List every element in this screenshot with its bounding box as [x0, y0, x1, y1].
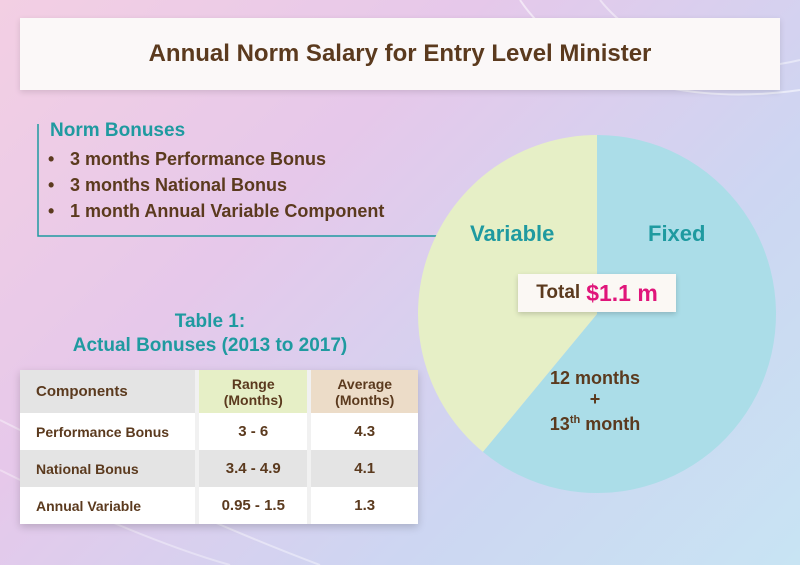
pie-label-variable: Variable	[470, 221, 555, 246]
table-title-line1: Table 1:	[174, 311, 246, 332]
actual-bonuses-table: Components Range (Months) Average (Months)…	[20, 370, 418, 524]
bullet-icon: •	[48, 201, 55, 221]
table-cell: 4.3	[307, 413, 418, 450]
column-header-range: Range (Months)	[195, 370, 310, 413]
table-row: Performance Bonus 3 - 6 4.3	[20, 413, 418, 450]
table-row: Annual Variable 0.95 - 1.5 1.3	[20, 487, 418, 524]
list-item: • 1 month Annual Variable Component	[48, 198, 384, 224]
total-value: $1.1 m	[586, 279, 658, 306]
pie-slice-fixed	[482, 135, 776, 494]
table-cell: 0.95 - 1.5	[195, 487, 310, 524]
table-title-line2: Actual Bonuses (2013 to 2017)	[72, 335, 348, 356]
total-label: Total	[536, 282, 581, 303]
column-header-average: Average (Months)	[307, 370, 418, 413]
table-cell: Performance Bonus	[20, 413, 198, 450]
fixed-desc-line1: 12 months	[549, 368, 641, 388]
table-cell: 3.4 - 4.9	[195, 450, 310, 487]
fixed-desc-plus: +	[589, 389, 601, 409]
table-header-row: Components Range (Months) Average (Months)	[20, 370, 418, 413]
table-cell: 3 - 6	[195, 413, 310, 450]
table-cell: 4.1	[307, 450, 418, 487]
pie-slice-variable	[417, 135, 597, 452]
total-badge: Total $1.1 m	[518, 274, 676, 312]
norm-bonuses-heading: Norm Bonuses	[50, 120, 186, 141]
list-item: • 3 months National Bonus	[48, 172, 384, 198]
column-header-components: Components	[20, 370, 198, 413]
norm-bonuses-list: • 3 months Performance Bonus • 3 months Na…	[48, 146, 384, 224]
table-row: National Bonus 3.4 - 4.9 4.1	[20, 450, 418, 487]
table-title: Table 1: Actual Bonuses (2013 to 2017)	[40, 310, 380, 358]
fixed-description: 12 months + 13th month	[520, 368, 670, 435]
title-banner: Annual Norm Salary for Entry Level Minis…	[20, 18, 780, 90]
table-cell: Annual Variable	[20, 487, 198, 524]
list-item: • 3 months Performance Bonus	[48, 146, 384, 172]
bullet-icon: •	[48, 175, 55, 195]
fixed-desc-line3: 13th month	[549, 414, 641, 434]
table-cell: National Bonus	[20, 450, 198, 487]
table-cell: 1.3	[307, 487, 418, 524]
pie-label-fixed: Fixed	[648, 221, 706, 246]
bullet-icon: •	[48, 149, 55, 169]
page-title: Annual Norm Salary for Entry Level Minis…	[148, 40, 652, 67]
